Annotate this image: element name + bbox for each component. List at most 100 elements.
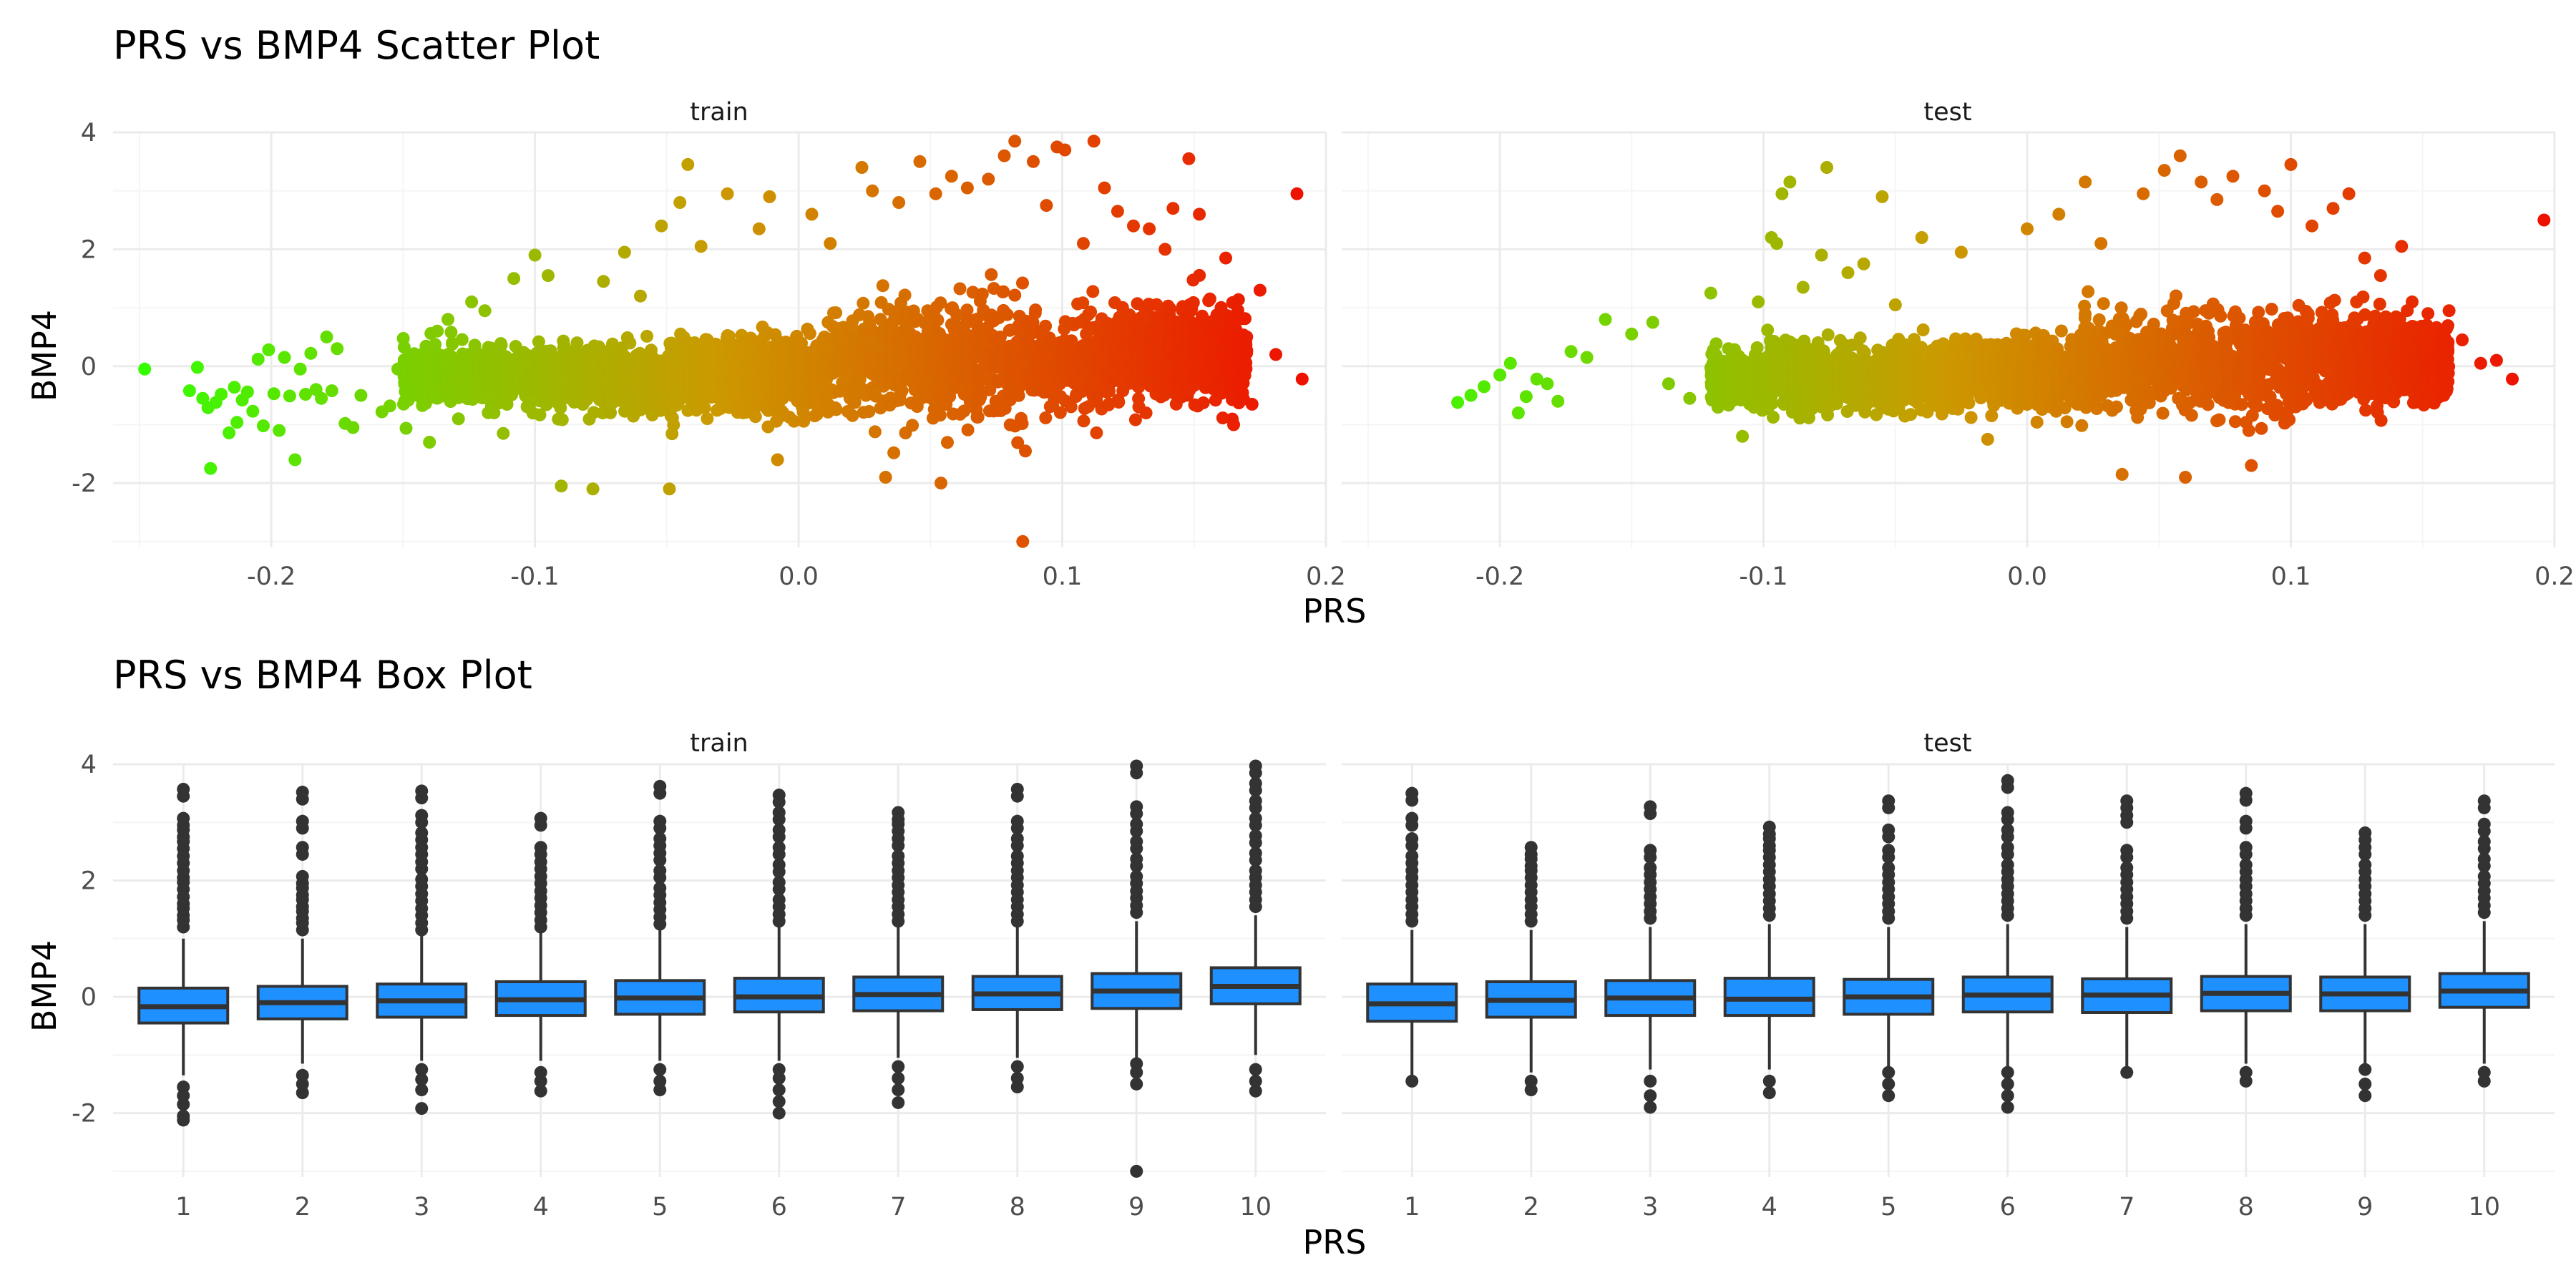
scatter-point — [929, 187, 942, 200]
scatter-point — [1464, 389, 1478, 402]
scatter-point — [1646, 316, 1659, 329]
scatter-point — [315, 391, 328, 405]
scatter-point — [397, 341, 411, 354]
scatter-point — [941, 436, 954, 449]
scatter-point — [1016, 276, 1029, 290]
scatter-title: PRS vs BMP4 Scatter Plot — [113, 23, 600, 68]
scatter-point — [354, 389, 368, 402]
scatter-point — [1039, 411, 1053, 424]
scatter-point — [1219, 251, 1232, 265]
scatter-point — [1541, 377, 1554, 391]
scatter-point — [1841, 266, 1855, 280]
scatter-point — [1139, 406, 1153, 420]
scatter-point — [1752, 295, 1765, 308]
scatter-point — [701, 412, 714, 426]
scatter-point — [906, 419, 919, 432]
scatter-point — [1765, 396, 1779, 410]
scatter-point — [698, 401, 711, 415]
scatter-point — [634, 289, 647, 303]
scatter-point — [1182, 152, 1196, 165]
scatter-point — [1783, 175, 1797, 189]
scatter-point — [399, 421, 413, 435]
scatter-point — [1029, 303, 1043, 317]
scatter-point — [1084, 306, 1098, 318]
scatter-point — [1027, 155, 1040, 168]
scatter-point — [797, 414, 811, 428]
scatter-point — [1077, 414, 1091, 428]
scatter-point — [299, 388, 312, 401]
scatter-point — [945, 170, 958, 183]
scatter-point — [230, 416, 244, 429]
scatter-point — [1240, 343, 1254, 357]
scatter-point — [1008, 135, 1022, 148]
scatter-point — [1087, 135, 1101, 148]
scatter-point — [507, 272, 521, 286]
scatter-point — [452, 412, 465, 426]
scatter-point — [913, 155, 927, 168]
scatter-point — [1857, 257, 1870, 270]
scatter-point — [273, 424, 286, 437]
scatter-point — [1253, 283, 1267, 297]
scatter-point — [961, 423, 975, 436]
scatter-point — [1709, 337, 1723, 351]
scatter-point — [975, 288, 989, 301]
scatter-point — [497, 426, 510, 440]
scatter-point — [1599, 313, 1612, 326]
scatter-point — [257, 419, 270, 433]
scatter-point — [805, 208, 819, 221]
scatter-point — [1580, 351, 1594, 364]
scatter-point — [1820, 161, 1833, 174]
scatter-strip-test: test — [1923, 98, 1971, 127]
scatter-point — [204, 462, 218, 475]
scatter-point — [1040, 199, 1053, 213]
scatter-point — [288, 453, 302, 467]
scatter-point — [223, 426, 236, 439]
scatter-point — [694, 240, 708, 253]
scatter-point — [982, 172, 995, 186]
scatter-point — [673, 196, 687, 209]
scatter-point — [1000, 308, 1014, 321]
scatter-point — [1478, 380, 1491, 394]
scatter-point — [246, 404, 260, 418]
scatter-point — [857, 296, 870, 310]
scatter-point — [215, 388, 228, 401]
scatter-point — [640, 329, 654, 343]
scatter-point — [1625, 327, 1639, 341]
scatter-point — [444, 326, 458, 339]
scatter-point — [1564, 345, 1578, 358]
scatter-point — [138, 362, 152, 376]
scatter-point — [251, 353, 265, 366]
scatter-point — [1888, 298, 1902, 311]
scatter-point — [1112, 396, 1126, 409]
scatter-point — [383, 399, 396, 413]
scatter-point — [1098, 181, 1111, 195]
scatter-point — [533, 408, 547, 421]
scatter-point — [1767, 411, 1780, 424]
scatter-point — [953, 282, 967, 296]
scatter-point — [444, 349, 457, 363]
scatter-point — [441, 313, 454, 326]
scatter-point — [971, 410, 985, 424]
scatter-point — [555, 479, 568, 493]
scatter-point — [1163, 302, 1177, 316]
scatter-point — [1761, 323, 1775, 337]
scatter-point — [933, 409, 947, 422]
scatter-point — [879, 471, 892, 484]
scatter-points-train — [138, 135, 1309, 548]
scatter-point — [1239, 312, 1252, 326]
scatter-point — [283, 389, 296, 403]
scatter-point — [1227, 418, 1240, 431]
scatter-point — [1086, 285, 1100, 298]
scatter-point — [721, 187, 734, 200]
scatter-point — [304, 346, 318, 360]
scatter-point — [1704, 286, 1717, 300]
scatter-point — [1127, 219, 1140, 233]
scatter-point — [1193, 268, 1206, 282]
scatter-point — [570, 336, 584, 350]
scatter-point — [855, 161, 869, 174]
scatter-point — [846, 409, 859, 422]
scatter-point — [1015, 417, 1029, 430]
scatter-point — [1058, 143, 1072, 157]
scatter-point — [1853, 331, 1867, 345]
